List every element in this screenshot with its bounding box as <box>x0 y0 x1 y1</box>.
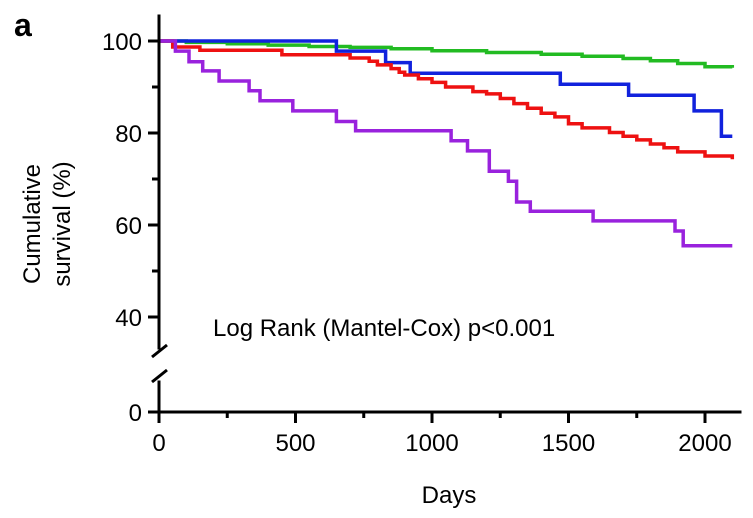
x-tick-label: 1500 <box>542 430 595 457</box>
y-axis-label-line-2: survival (%) <box>49 161 76 286</box>
y-tick-label: 60 <box>115 213 142 240</box>
axis-break-mark-upper <box>151 343 168 359</box>
x-tick-label: 2000 <box>678 430 731 457</box>
axis-break-mark-lower <box>151 368 168 384</box>
survival-curve-4 <box>159 39 733 248</box>
x-tick-label: 1000 <box>405 430 458 457</box>
x-tick-label: 0 <box>152 430 165 457</box>
y-tick-label: 0 <box>129 400 142 427</box>
y-tick-label: 80 <box>115 121 142 148</box>
x-axis-label: Days <box>422 482 477 509</box>
survival-curve-3 <box>159 39 735 160</box>
y-axis-label-line-1: Cumulative <box>19 164 46 284</box>
survival-curve-2 <box>159 39 733 138</box>
log-rank-annotation: Log Rank (Mantel-Cox) p<0.001 <box>213 315 555 342</box>
panel-label: a <box>14 7 32 43</box>
y-tick-label: 40 <box>115 305 142 332</box>
survival-curve-1 <box>159 39 735 69</box>
y-ticks: 0 40 60 80 100 <box>102 29 159 427</box>
x-ticks: 0 500 1000 1500 2000 <box>152 412 732 457</box>
series-layer <box>159 39 735 248</box>
x-tick-label: 500 <box>275 430 315 457</box>
y-tick-label: 100 <box>102 29 142 56</box>
